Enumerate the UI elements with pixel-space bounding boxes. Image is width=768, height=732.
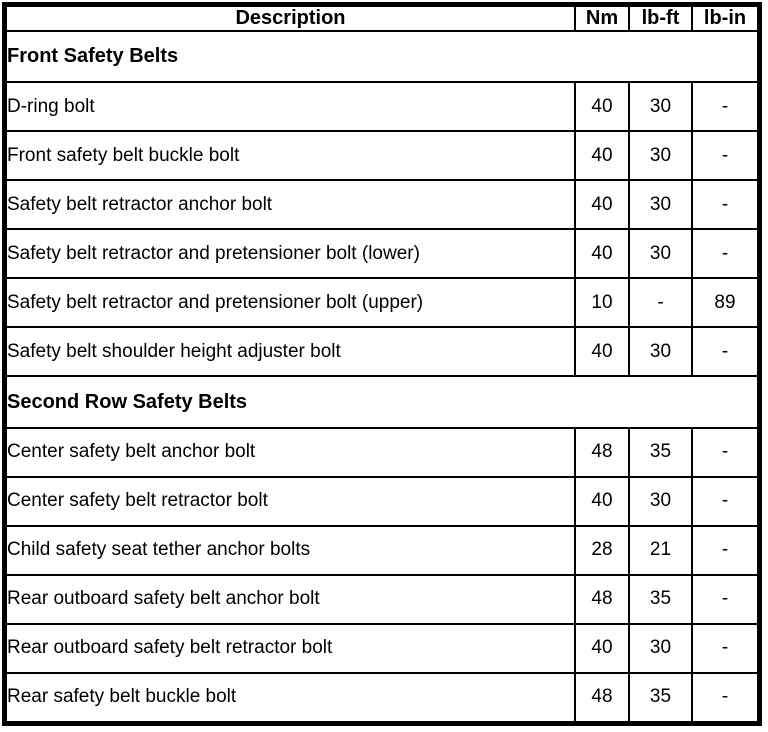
description-cell: Rear safety belt buckle bolt (5, 671, 576, 724)
table-row: Safety belt retractor and pretensioner b… (5, 277, 759, 329)
table-row: D-ring bolt 40 30- (5, 81, 759, 133)
lbin-cell: - (691, 179, 759, 231)
lbft-cell: 35 (628, 573, 693, 625)
lbin-cell: - (691, 622, 759, 674)
nm-cell: 28 (574, 524, 630, 576)
lbft-cell: 30 (628, 179, 693, 231)
description-cell: Safety belt retractor and pretensioner b… (5, 228, 576, 280)
header-row: Description Nm lb-ft lb-in (5, 5, 759, 32)
column-header-nm: Nm (574, 5, 630, 32)
nm-cell: 40 (574, 622, 630, 674)
nm-cell: 40 (574, 326, 630, 378)
lbin-cell: - (691, 326, 759, 378)
description-cell: Center safety belt retractor bolt (5, 475, 576, 527)
nm-cell: 40 (574, 81, 630, 133)
table-row: Safety belt retractor anchor bolt 40 30- (5, 179, 759, 231)
lbin-cell: - (691, 475, 759, 527)
lbft-cell: 30 (628, 475, 693, 527)
nm-cell: 40 (574, 475, 630, 527)
lbft-cell: 30 (628, 326, 693, 378)
nm-cell: 48 (574, 573, 630, 625)
nm-cell: 10 (574, 277, 630, 329)
lbin-cell: - (691, 130, 759, 182)
section-header-row: Second Row Safety Belts (5, 375, 759, 429)
lbft-cell: - (628, 277, 693, 329)
description-cell: Center safety belt anchor bolt (5, 426, 576, 478)
table-row: Safety belt retractor and pretensioner b… (5, 228, 759, 280)
lbin-cell: - (691, 524, 759, 576)
description-cell: Child safety seat tether anchor bolts (5, 524, 576, 576)
description-cell: Safety belt retractor and pretensioner b… (5, 277, 576, 329)
description-cell: Front safety belt buckle bolt (5, 130, 576, 182)
lbft-cell: 35 (628, 426, 693, 478)
lbin-cell: - (691, 228, 759, 280)
section-title: Second Row Safety Belts (5, 375, 759, 429)
nm-cell: 40 (574, 179, 630, 231)
torque-spec-table: Description Nm lb-ft lb-in Front Safety … (5, 5, 759, 724)
lbin-cell: - (691, 573, 759, 625)
lbft-cell: 35 (628, 671, 693, 724)
table-row: Center safety belt anchor bolt 48 35- (5, 426, 759, 478)
table-row: Rear safety belt buckle bolt 48 35- (5, 671, 759, 724)
lbft-cell: 30 (628, 81, 693, 133)
lbft-cell: 30 (628, 130, 693, 182)
column-header-lbin: lb-in (691, 5, 759, 32)
section-title: Front Safety Belts (5, 29, 759, 84)
description-cell: D-ring bolt (5, 81, 576, 133)
nm-cell: 48 (574, 426, 630, 478)
description-cell: Safety belt shoulder height adjuster bol… (5, 326, 576, 378)
lbft-cell: 30 (628, 228, 693, 280)
lbin-cell: 89 (691, 277, 759, 329)
lbin-cell: - (691, 671, 759, 724)
column-header-description: Description (5, 5, 576, 32)
section-header-row: Front Safety Belts (5, 29, 759, 84)
table-row: Rear outboard safety belt anchor bolt 48 3… (5, 573, 759, 625)
table-row: Safety belt shoulder height adjuster bol… (5, 326, 759, 378)
column-header-lbft: lb-ft (628, 5, 693, 32)
lbft-cell: 30 (628, 622, 693, 674)
nm-cell: 40 (574, 228, 630, 280)
lbft-cell: 21 (628, 524, 693, 576)
table-row: Rear outboard safety belt retractor bolt… (5, 622, 759, 674)
table-row: Child safety seat tether anchor bolts 28 2… (5, 524, 759, 576)
description-cell: Safety belt retractor anchor bolt (5, 179, 576, 231)
nm-cell: 40 (574, 130, 630, 182)
table-row: Center safety belt retractor bolt 40 30- (5, 475, 759, 527)
nm-cell: 48 (574, 671, 630, 724)
description-cell: Rear outboard safety belt retractor bolt (5, 622, 576, 674)
description-cell: Rear outboard safety belt anchor bolt (5, 573, 576, 625)
torque-spec-table-frame: Description Nm lb-ft lb-in Front Safety … (2, 2, 762, 726)
table-row: Front safety belt buckle bolt 40 30- (5, 130, 759, 182)
lbin-cell: - (691, 426, 759, 478)
lbin-cell: - (691, 81, 759, 133)
